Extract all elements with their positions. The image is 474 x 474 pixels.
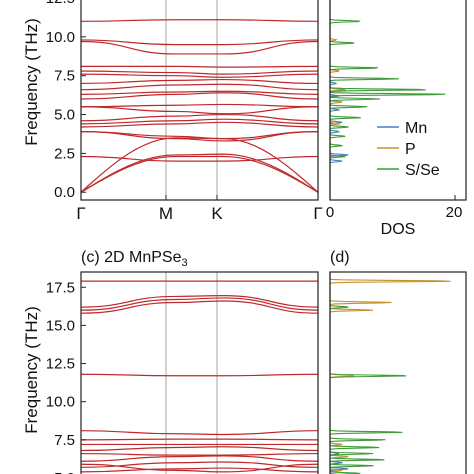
panel-c-ytick-label-2: 10.0 xyxy=(46,394,75,411)
panel-a-band-16 xyxy=(80,73,319,78)
legend-sse-label: S/Se xyxy=(405,162,440,179)
panel-c-title-subscript: 3 xyxy=(181,257,187,269)
panel-d-dos-curves xyxy=(329,272,451,474)
panel-c-band-5 xyxy=(80,452,319,456)
panel-a-ytick-label-2: 5.0 xyxy=(54,107,75,124)
panel-d-title: (d) xyxy=(330,249,350,266)
panel-c-band-9 xyxy=(80,430,319,436)
panel-a-x-ticks: Γ M K Γ xyxy=(76,195,323,223)
legend-p-label: P xyxy=(405,141,416,158)
panel-a-ytick-label-1: 2.5 xyxy=(54,145,75,162)
panel-c-kpoint-lines xyxy=(165,272,218,474)
panel-a-ylabel: Frequency (THz) xyxy=(22,18,41,146)
panel-a-dispersion: 0.0 2.5 5.0 7.5 10.0 12.5 Frequency (THz) Γ M… xyxy=(22,0,323,223)
panel-c-title-main: (c) 2D MnPSe xyxy=(81,249,182,266)
panel-d-frame xyxy=(329,271,467,474)
panel-c-title: (c) 2D MnPSe3 xyxy=(81,249,188,269)
panel-c-band-1 xyxy=(80,467,319,473)
panel-a-kpoint-k: K xyxy=(211,204,223,223)
panel-a-kpoint-lines xyxy=(165,0,218,200)
panel-c-y-axis: 5.0 7.5 10.0 12.5 15.0 17.5 xyxy=(46,279,86,474)
panel-a-ytick-label-3: 7.5 xyxy=(54,68,75,85)
legend-mn-label: Mn xyxy=(405,120,427,137)
panel-b-legend: Mn P S/Se xyxy=(377,120,440,179)
panel-a-frame xyxy=(80,0,319,201)
panel-c-ytick-label-5: 17.5 xyxy=(46,279,75,296)
panel-b-x-axis: 0 20 DOS xyxy=(326,195,463,238)
panel-c-band-8 xyxy=(80,438,319,441)
panel-b-xtick-label-0: 0 xyxy=(326,204,334,221)
panel-a-ytick-label-4: 10.0 xyxy=(46,29,75,46)
panel-c-frame xyxy=(80,271,319,474)
panel-b-xlabel: DOS xyxy=(381,221,416,238)
panel-a-band-7 xyxy=(80,121,319,128)
panel-c-band-3 xyxy=(80,461,319,468)
panel-a-band-4 xyxy=(80,131,319,142)
panel-c-band-2 xyxy=(80,463,319,473)
panel-a-band-21 xyxy=(80,19,319,22)
panel-a-kpoint-gamma-1: Γ xyxy=(76,204,85,223)
panel-a-band-11 xyxy=(80,103,319,108)
panel-a-band-8 xyxy=(80,118,319,125)
panel-a-band-18 xyxy=(80,65,319,68)
panel-a-band-9 xyxy=(80,113,319,122)
panel-a-kpoint-m: M xyxy=(159,204,173,223)
panel-a-band-2 xyxy=(80,155,319,193)
panel-c-bands xyxy=(80,280,319,473)
panel-d-dos-p xyxy=(329,272,451,474)
panel-c-ytick-label-4: 15.0 xyxy=(46,317,75,334)
panel-a-y-axis: 0.0 2.5 5.0 7.5 10.0 12.5 xyxy=(46,0,86,201)
panel-a-band-3 xyxy=(80,153,319,193)
panel-a-band-19 xyxy=(80,40,319,55)
panel-c-dispersion: (c) 2D MnPSe3 5.0 7.5 10.0 12.5 15.0 17.5 Fre… xyxy=(22,249,319,474)
panel-b-frame xyxy=(329,0,467,201)
panel-c-ytick-label-0: 5.0 xyxy=(54,470,75,474)
panel-c-band-11 xyxy=(80,300,319,314)
panel-c-band-6 xyxy=(80,446,319,452)
panel-a-band-1 xyxy=(80,137,319,193)
panel-c-ytick-label-1: 7.5 xyxy=(54,432,75,449)
panel-a-band-6 xyxy=(80,155,319,162)
panel-a-band-20 xyxy=(80,39,319,46)
panel-b-dos: 0 20 DOS Mn P S/Se xyxy=(326,0,467,238)
panel-c-band-10 xyxy=(80,373,319,377)
panel-c-band-4 xyxy=(80,455,319,462)
panel-a-bands xyxy=(80,19,319,193)
panel-d-dos: (d) xyxy=(329,249,467,474)
panel-a-band-15 xyxy=(80,78,319,85)
panel-c-band-12 xyxy=(80,297,319,311)
panel-a-ytick-label-5: 12.5 xyxy=(46,0,75,7)
panel-c-band-13 xyxy=(80,295,319,308)
panel-a-band-14 xyxy=(80,83,319,91)
panel-b-xtick-label-20: 20 xyxy=(446,204,463,221)
panel-a-kpoint-gamma-2: Γ xyxy=(313,204,322,223)
panel-a-band-13 xyxy=(80,90,319,95)
panel-a-band-17 xyxy=(80,70,319,75)
panel-c-ylabel: Frequency (THz) xyxy=(22,306,41,434)
panel-a-band-12 xyxy=(80,92,319,100)
panel-a-ytick-label-0: 0.0 xyxy=(54,184,75,201)
panel-a-band-10 xyxy=(80,106,319,115)
panel-a-band-5 xyxy=(80,131,319,140)
panel-c-ytick-label-3: 12.5 xyxy=(46,356,75,373)
